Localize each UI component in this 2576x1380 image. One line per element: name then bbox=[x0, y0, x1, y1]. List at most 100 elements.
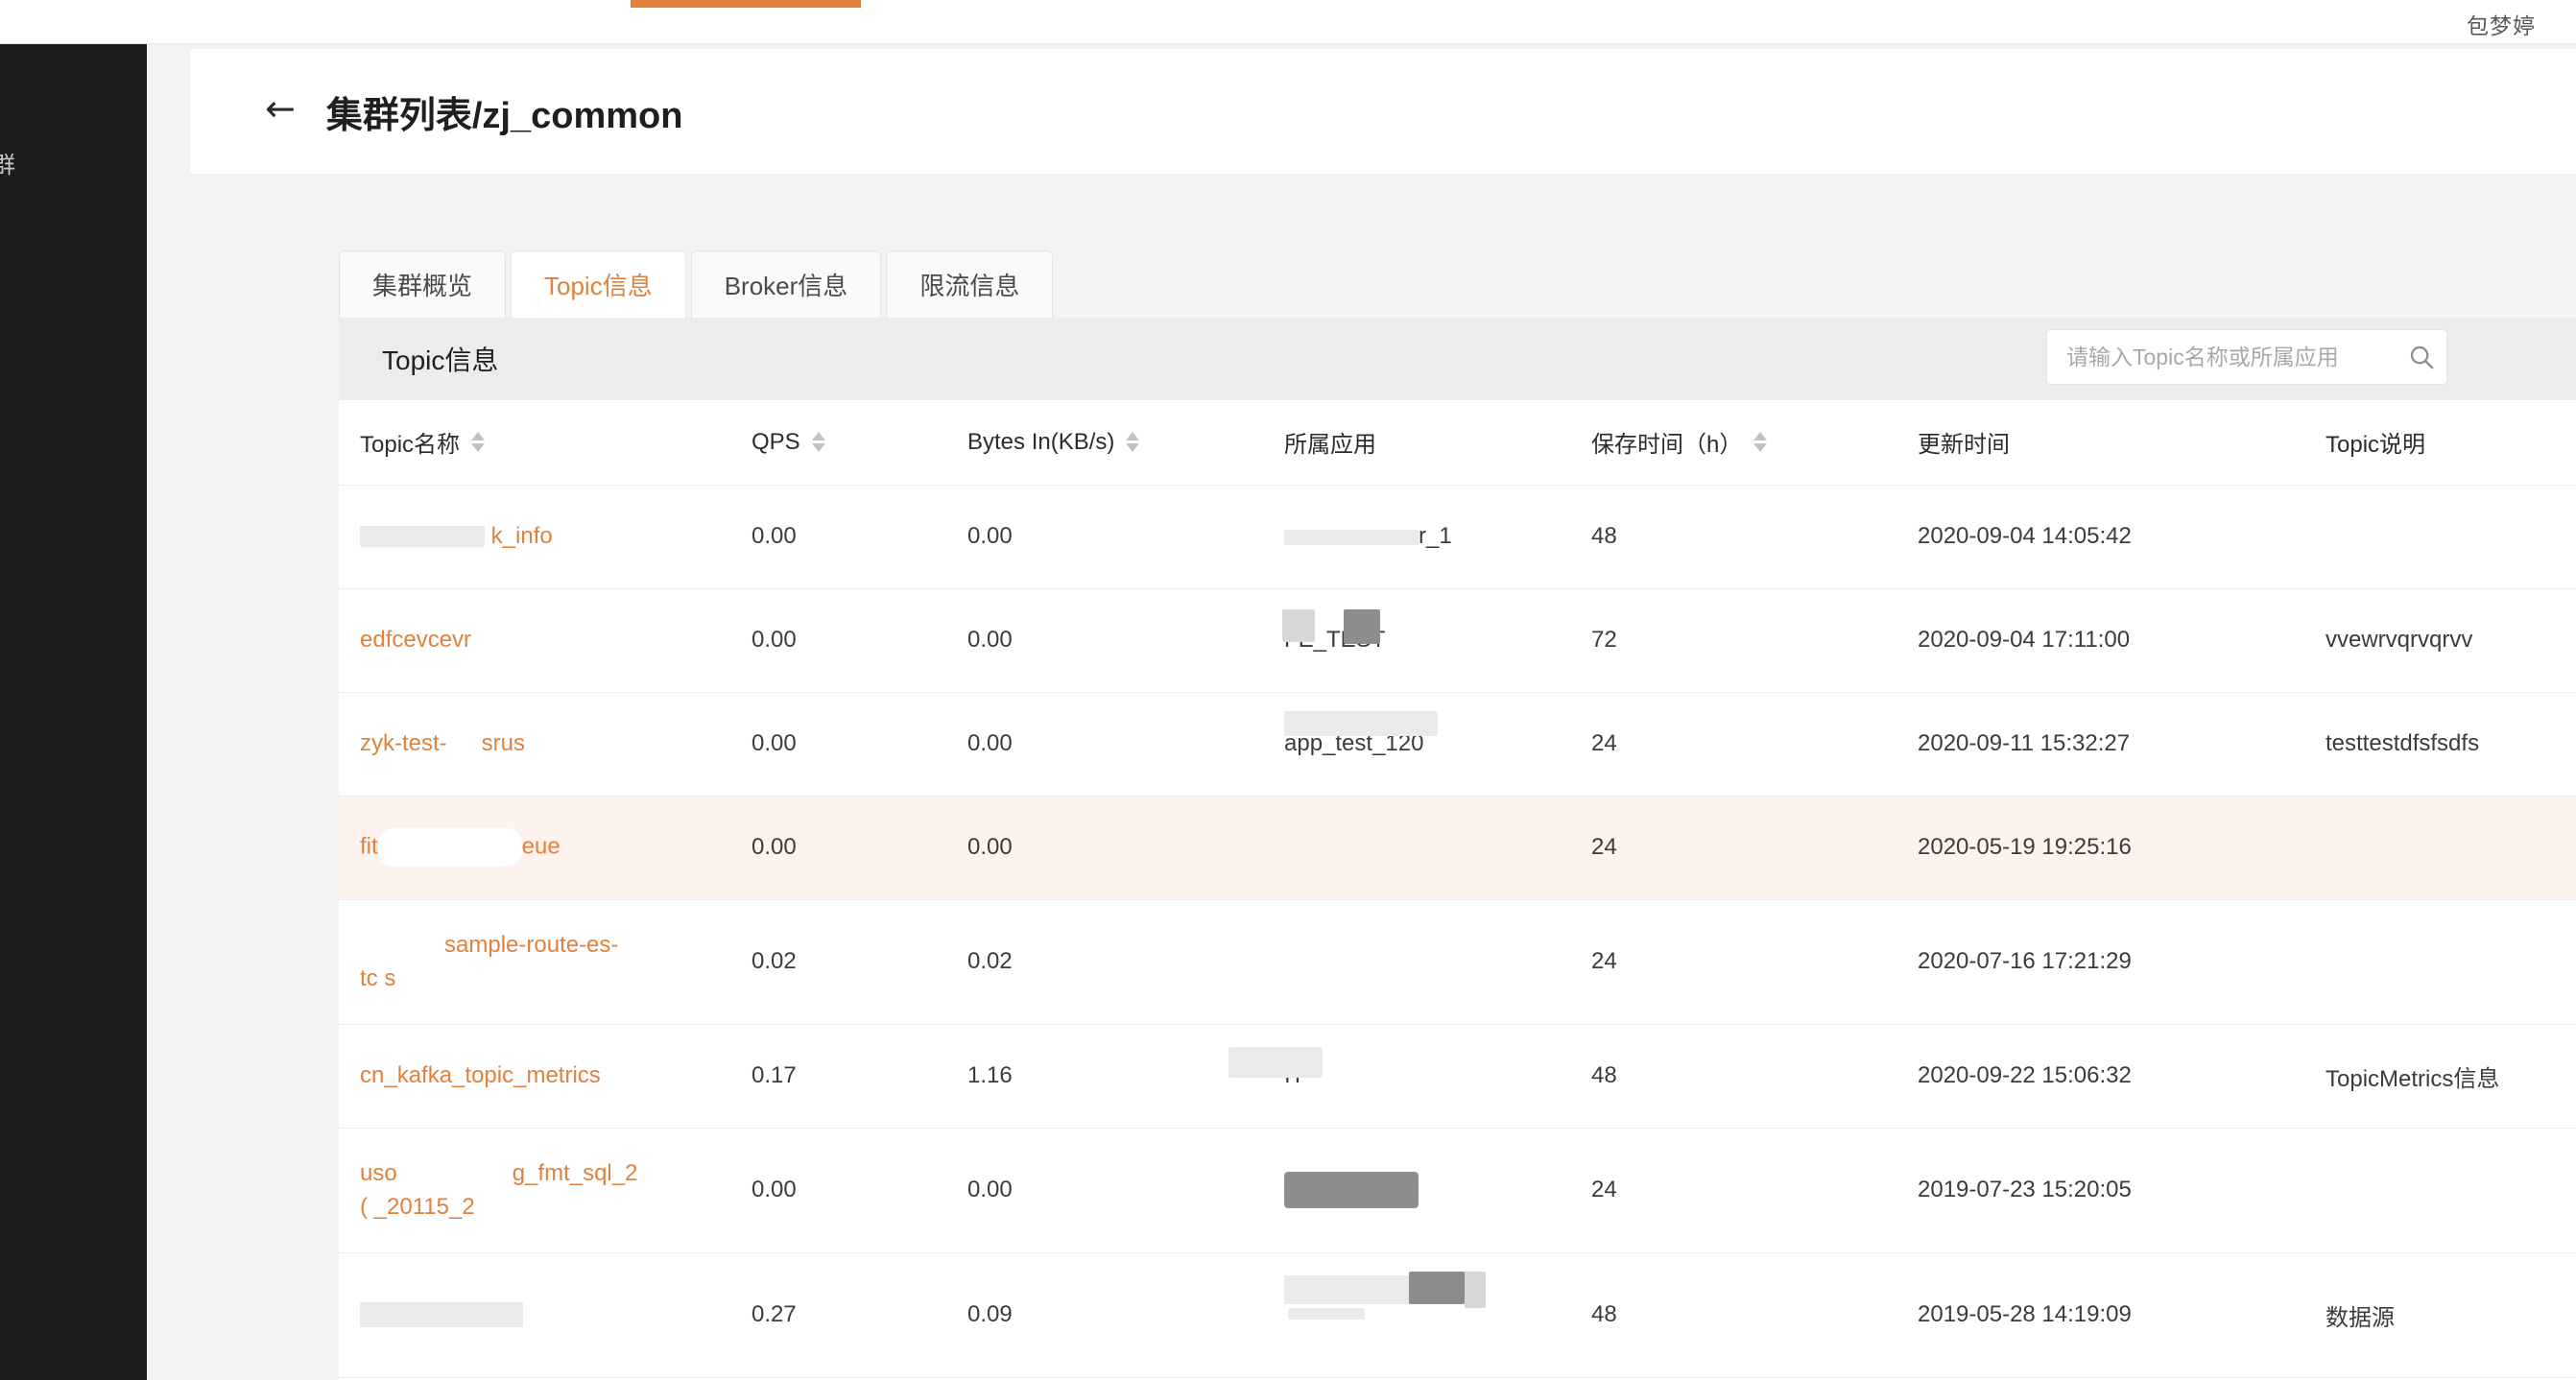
column-header-description: Topic说明 bbox=[2326, 400, 2576, 486]
cell-bytes-in: 0.00 bbox=[967, 796, 1284, 900]
cell-topic-name[interactable]: edfcevcevr bbox=[339, 588, 751, 693]
column-header-keep-hours[interactable]: 保存时间（h） bbox=[1591, 400, 1918, 486]
table-row[interactable]: 0.27 0.09 48 2019-05-28 14:19:09 bbox=[339, 1252, 2576, 1378]
sidebar-item-label: 集群 bbox=[0, 153, 15, 178]
cell-description: TopicMetrics信息 bbox=[2326, 1024, 2576, 1129]
table-row[interactable]: fit eue 0.00 0.00 24 2020-05-19 19:25:16 bbox=[339, 796, 2576, 900]
column-label: Topic说明 bbox=[2326, 432, 2426, 459]
cell-description: test test bbox=[2326, 1377, 2576, 1380]
topic-link-tail[interactable]: g_fmt_sql_2 bbox=[512, 1159, 638, 1186]
page-title: 集群列表/zj_common bbox=[325, 95, 683, 136]
cell-description bbox=[2326, 796, 2576, 900]
cell-topic-name[interactable]: zyk-test-srus bbox=[339, 692, 751, 797]
cell-keep-hours: 48 bbox=[1591, 1377, 1918, 1380]
topic-link-tail[interactable]: eue bbox=[521, 833, 561, 860]
topic-link[interactable]: zyk-test- bbox=[360, 729, 447, 756]
main-content: ← 集群列表/zj_common 集群概览 Topic信息 Broker信息 限… bbox=[147, 38, 2576, 1380]
table-row[interactable]: edfcevcevr 0.00 0.00 FE_TEST 72 2 bbox=[339, 588, 2576, 693]
sort-toggle-qps[interactable] bbox=[811, 432, 825, 453]
sort-toggle-bytes-in[interactable] bbox=[1126, 432, 1140, 453]
cell-bytes-in: 0.00 bbox=[967, 692, 1284, 797]
table-row[interactable]: test_edit_kafkap 0.00 0.00 data_stream bbox=[339, 1377, 2576, 1380]
topic-link[interactable]: uso bbox=[360, 1159, 397, 1186]
app-label: r_1 bbox=[1419, 523, 1452, 549]
cell-qps: 0.17 bbox=[751, 1024, 967, 1129]
tab-broker-info[interactable]: Broker信息 bbox=[690, 250, 882, 318]
cell-topic-name[interactable]: uso g_fmt_sql_2 ( _20115_2 bbox=[339, 1128, 751, 1253]
topic-link[interactable]: sample-route-es- bbox=[444, 931, 619, 958]
cell-qps: 0.00 bbox=[751, 1128, 967, 1253]
cell-qps: 0.00 bbox=[751, 796, 967, 900]
tab-throttle-info[interactable]: 限流信息 bbox=[886, 250, 1054, 318]
cell-keep-hours: 72 bbox=[1591, 588, 1918, 693]
column-label: 更新时间 bbox=[1918, 432, 2010, 459]
topic-link[interactable]: cn_kafka_topic_metrics bbox=[360, 1061, 601, 1088]
column-label: QPS bbox=[751, 428, 800, 455]
search-input[interactable] bbox=[2047, 344, 2397, 370]
topic-link-line2[interactable]: ( _20115_2 bbox=[360, 1193, 475, 1220]
cell-app bbox=[1284, 796, 1591, 900]
sidebar-item-cluster[interactable]: 集群 bbox=[0, 146, 147, 179]
tab-bar: 集群概览 Topic信息 Broker信息 限流信息 bbox=[339, 250, 1054, 318]
cell-updated-at: 2019-07-23 15:20:05 bbox=[1918, 1128, 2326, 1253]
table-row[interactable]: sample-route-es- tc s 0.02 0.02 24 2020-… bbox=[339, 899, 2576, 1025]
topic-table: Topic名称 QPS Bytes In(K bbox=[339, 400, 2576, 1380]
arrow-left-icon[interactable]: ← bbox=[265, 87, 296, 130]
cell-topic-name[interactable]: fit eue bbox=[339, 796, 751, 900]
cell-topic-name[interactable] bbox=[339, 1252, 751, 1378]
cell-topic-name[interactable]: k_info bbox=[339, 485, 751, 589]
tab-cluster-overview[interactable]: 集群概览 bbox=[339, 250, 507, 318]
column-label: 所属应用 bbox=[1284, 432, 1376, 459]
search-icon[interactable] bbox=[2397, 343, 2446, 371]
cell-qps: 0.00 bbox=[751, 692, 967, 797]
cell-app bbox=[1284, 899, 1591, 1025]
cell-updated-at: 2019-05-28 14:19:09 bbox=[1918, 1252, 2326, 1378]
tab-topic-info[interactable]: Topic信息 bbox=[511, 250, 686, 318]
table-row[interactable]: zyk-test-srus 0.00 0.00 app_test_120 24 … bbox=[339, 692, 2576, 797]
search-box[interactable] bbox=[2046, 329, 2447, 385]
sort-toggle-keep-hours[interactable] bbox=[1753, 432, 1768, 453]
card-title: Topic信息 bbox=[382, 345, 499, 375]
column-header-updated-at: 更新时间 bbox=[1918, 400, 2326, 486]
topic-link-tail[interactable]: srus bbox=[481, 729, 526, 756]
topic-link[interactable]: edfcevcevr bbox=[360, 626, 472, 653]
cell-qps: 0.00 bbox=[751, 1377, 967, 1380]
column-label: 保存时间（h） bbox=[1591, 432, 1743, 459]
tab-label: 限流信息 bbox=[919, 272, 1020, 300]
cell-qps: 0.27 bbox=[751, 1252, 967, 1378]
topic-link[interactable]: k_info bbox=[490, 522, 553, 549]
cell-description bbox=[2326, 1128, 2576, 1253]
sort-toggle-topic-name[interactable] bbox=[471, 432, 486, 453]
sidebar: 集群 bbox=[0, 38, 147, 1380]
cell-description bbox=[2326, 485, 2576, 589]
cell-updated-at: 2020-09-11 15:32:27 bbox=[1918, 692, 2326, 797]
cell-description: testtestdfsfsdfs bbox=[2326, 692, 2576, 797]
topic-link-tail[interactable]: tc s bbox=[360, 964, 396, 991]
column-header-qps[interactable]: QPS bbox=[751, 400, 967, 486]
table-row[interactable]: cn_kafka_topic_metrics 0.17 1.16 IT 48 2… bbox=[339, 1024, 2576, 1129]
tab-label: Topic信息 bbox=[544, 272, 653, 300]
cell-app bbox=[1284, 1252, 1591, 1378]
cell-topic-name[interactable]: cn_kafka_topic_metrics bbox=[339, 1024, 751, 1129]
active-nav-indicator bbox=[631, 0, 861, 8]
cell-topic-name[interactable]: test_edit_kafkap bbox=[339, 1377, 751, 1380]
cell-updated-at: 2020-09-04 14:05:42 bbox=[1918, 485, 2326, 589]
column-header-topic-name[interactable]: Topic名称 bbox=[339, 400, 751, 486]
cell-app: FE_TEST bbox=[1282, 588, 1591, 693]
cell-updated-at: 2020-07-16 17:21:29 bbox=[1918, 899, 2326, 1025]
table-row[interactable]: uso g_fmt_sql_2 ( _20115_2 0.00 0.00 24 2… bbox=[339, 1128, 2576, 1253]
topic-info-card: Topic信息 bbox=[339, 318, 2576, 1380]
user-name[interactable]: 包梦婷 bbox=[2467, 13, 2536, 38]
column-header-app: 所属应用 bbox=[1284, 400, 1591, 486]
cell-updated-at: 2020-05-19 19:25:16 bbox=[1918, 796, 2326, 900]
table-row[interactable]: k_info 0.00 0.00 r_1 48 2020-09-04 14:05… bbox=[339, 485, 2576, 589]
cell-keep-hours: 24 bbox=[1591, 796, 1918, 900]
table-header: Topic名称 QPS Bytes In(K bbox=[339, 400, 2576, 486]
table-body: k_info 0.00 0.00 r_1 48 2020-09-04 14:05… bbox=[339, 485, 2576, 1380]
column-header-bytes-in[interactable]: Bytes In(KB/s) bbox=[967, 400, 1284, 486]
cell-topic-name[interactable]: sample-route-es- tc s bbox=[339, 899, 751, 1025]
cell-qps: 0.02 bbox=[751, 899, 967, 1025]
cell-description: vvewrvqrvqrvv bbox=[2326, 588, 2576, 693]
topic-link[interactable]: fit bbox=[360, 833, 378, 860]
cell-keep-hours: 24 bbox=[1591, 692, 1918, 797]
